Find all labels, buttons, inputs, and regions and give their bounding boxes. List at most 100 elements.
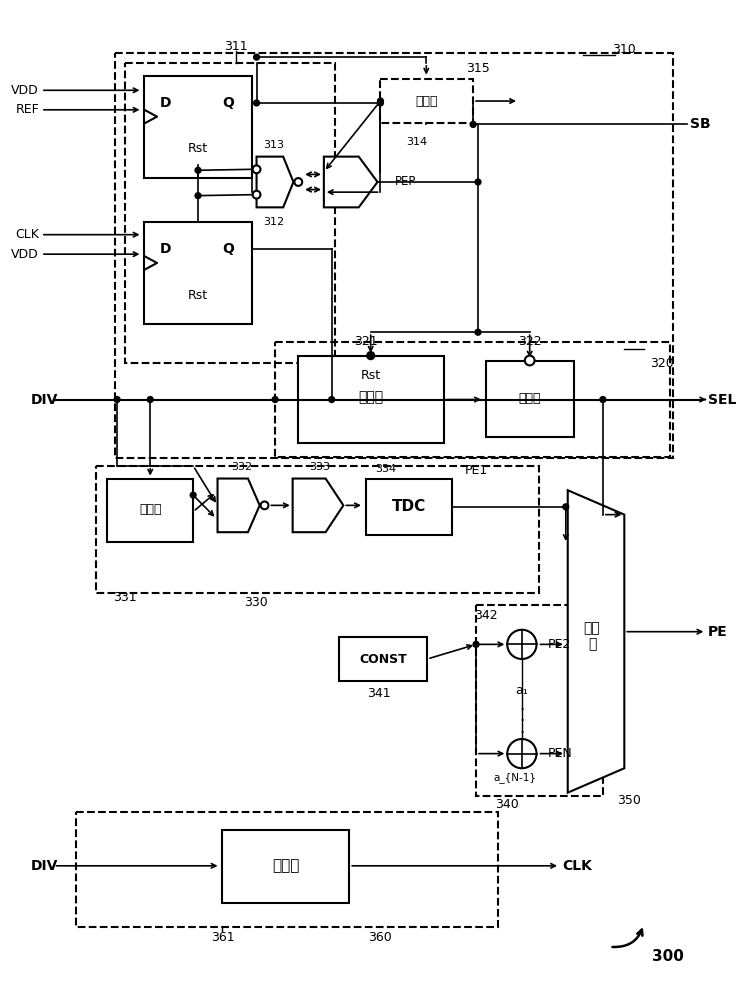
Text: CLK: CLK [562,859,592,873]
Circle shape [261,501,268,509]
Text: 361: 361 [211,931,234,944]
Text: Rst: Rst [360,369,381,382]
Bar [486,361,573,437]
Text: PEP: PEP [395,175,416,188]
Text: TDC: TDC [391,499,426,514]
Circle shape [254,100,259,106]
Text: 314: 314 [406,137,427,147]
Bar [298,356,444,443]
Text: 315: 315 [466,62,490,75]
Text: Rst: Rst [188,289,208,302]
Bar [223,830,349,903]
Polygon shape [256,157,293,207]
Text: 321: 321 [354,335,377,348]
Bar [476,605,603,796]
Text: ·: · [520,701,525,719]
Text: 313: 313 [264,140,284,150]
Circle shape [329,397,335,402]
Text: 312: 312 [264,217,284,227]
Bar [144,222,251,324]
Circle shape [367,352,374,360]
Circle shape [377,100,383,106]
Circle shape [294,178,302,186]
Text: D: D [160,242,172,256]
Text: 332: 332 [231,462,253,472]
Text: 311: 311 [224,40,248,53]
Bar [96,466,539,593]
Text: 334: 334 [374,464,396,474]
Text: VDD: VDD [11,248,39,261]
Polygon shape [293,479,343,532]
Circle shape [507,739,537,768]
Circle shape [473,641,479,647]
Text: ·: · [520,712,525,730]
Text: 333: 333 [310,462,330,472]
Text: 320: 320 [650,357,674,370]
Text: 300: 300 [652,949,684,964]
Text: 340: 340 [495,798,519,811]
Text: Rst: Rst [188,142,208,155]
Text: DIV: DIV [31,859,58,873]
Text: SEL: SEL [708,393,736,407]
Circle shape [253,191,260,199]
Text: ×: × [366,351,374,361]
Circle shape [563,504,569,510]
Circle shape [470,122,476,127]
Bar [115,53,673,458]
Text: a₁: a₁ [515,684,528,697]
Text: DIV: DIV [31,393,58,407]
Polygon shape [217,479,259,532]
Circle shape [475,179,481,185]
Text: a_{N-1}: a_{N-1} [494,773,537,783]
Text: CONST: CONST [360,653,408,666]
Text: ·: · [520,724,525,742]
Circle shape [525,356,534,365]
Text: Q: Q [223,242,234,256]
Text: Q: Q [223,96,234,110]
Text: 正反器: 正反器 [415,95,438,108]
Circle shape [600,397,606,402]
Circle shape [377,98,383,104]
Text: PE1: PE1 [464,464,488,477]
Text: 选择
器: 选择 器 [584,621,601,652]
Text: PE: PE [708,625,728,639]
Text: 330: 330 [244,596,268,609]
Text: 360: 360 [368,931,392,944]
Text: 331: 331 [113,591,136,604]
Bar [340,637,427,681]
Circle shape [195,167,201,173]
Text: 341: 341 [367,687,391,700]
Text: 累加器: 累加器 [358,391,383,405]
Bar [125,63,335,363]
Circle shape [475,329,481,335]
Bar [275,342,670,457]
Text: 正反器: 正反器 [518,392,541,405]
Polygon shape [567,490,624,793]
Text: 累加器: 累加器 [272,858,299,873]
Text: PEN: PEN [548,747,573,760]
Circle shape [253,165,260,173]
Bar [76,812,497,927]
Circle shape [507,630,537,659]
Circle shape [190,492,196,498]
Polygon shape [324,157,377,207]
Circle shape [254,54,259,60]
Circle shape [147,397,153,402]
Text: VDD: VDD [11,84,39,97]
Circle shape [272,397,278,402]
Text: REF: REF [15,103,39,116]
Bar [380,79,473,123]
Circle shape [114,397,120,402]
Circle shape [195,193,201,199]
Text: 342: 342 [474,609,497,622]
Bar [144,76,251,178]
Text: 322: 322 [518,335,542,348]
Text: D: D [160,96,172,110]
Bar [366,479,452,535]
Text: SB: SB [690,117,710,131]
Text: PE2: PE2 [548,638,571,651]
Bar [108,479,193,542]
Text: 310: 310 [612,43,636,56]
Text: CLK: CLK [15,228,39,241]
Text: 正反器: 正反器 [139,503,161,516]
